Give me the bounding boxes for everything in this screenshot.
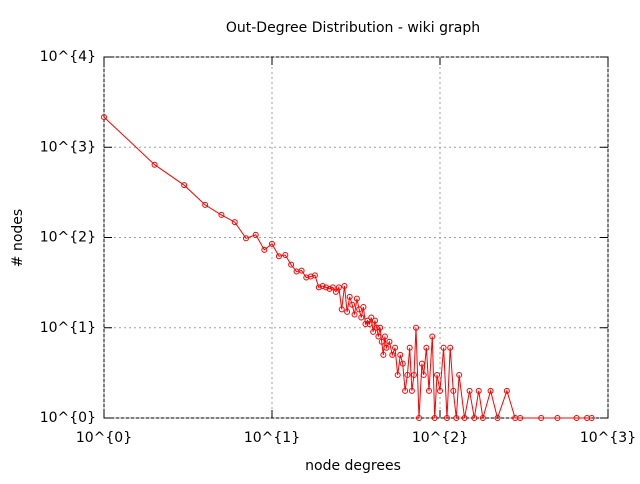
y-tick-label: 10^{3}: [40, 139, 96, 155]
x-tick-label: 10^{2}: [412, 430, 468, 446]
data-point: [307, 273, 314, 280]
data-point: [371, 317, 378, 324]
data-point: [440, 344, 447, 351]
data-point: [373, 324, 380, 331]
data-point: [408, 387, 415, 394]
data-point: [353, 295, 360, 302]
data-point: [202, 201, 209, 208]
data-point: [402, 387, 409, 394]
data-point: [282, 251, 289, 258]
data-point: [573, 415, 580, 421]
data-point: [588, 415, 595, 421]
y-axis-label: # nodes: [10, 209, 26, 267]
data-point: [319, 283, 326, 290]
data-point: [386, 338, 393, 345]
data-point: [437, 387, 443, 394]
y-tick-label: 10^{0}: [40, 410, 96, 426]
data-point: [329, 284, 336, 291]
data-point: [406, 344, 413, 351]
data-point: [429, 333, 436, 340]
data-point: [538, 415, 545, 421]
x-tick-label: 10^{0}: [76, 430, 132, 446]
data-point: [420, 371, 427, 378]
data-point: [151, 161, 158, 168]
data-point: [377, 324, 384, 331]
data-point: [394, 371, 401, 378]
data-point: [475, 387, 482, 394]
data-point: [425, 387, 432, 394]
data-point: [461, 415, 468, 421]
data-point: [380, 351, 387, 358]
data-point: [344, 308, 351, 315]
data-point: [269, 240, 275, 247]
data-point: [375, 333, 382, 340]
data-point: [218, 211, 225, 218]
data-point: [399, 360, 406, 367]
data-point: [479, 415, 486, 421]
data-point: [231, 219, 238, 226]
y-tick-label: 10^{1}: [40, 320, 96, 336]
data-point: [298, 267, 305, 274]
data-point: [413, 324, 420, 331]
data-point: [453, 415, 460, 421]
data-point: [311, 272, 318, 279]
data-point: [416, 415, 423, 421]
data-point: [431, 415, 438, 421]
y-tick-label: 10^{2}: [40, 230, 96, 246]
data-point: [410, 371, 417, 378]
data-point: [370, 328, 377, 335]
data-point: [418, 360, 425, 367]
data-point: [466, 387, 473, 394]
data-point: [358, 314, 365, 321]
data-point: [392, 344, 399, 351]
data-line: [103, 116, 592, 420]
data-point: [181, 182, 188, 189]
data-point: [443, 415, 450, 421]
data-point: [383, 344, 390, 351]
data-point: [494, 415, 501, 421]
data-point: [366, 321, 373, 328]
chart-title: Out-Degree Distribution - wiki graph: [226, 20, 480, 36]
data-point: [326, 285, 333, 292]
data-point: [341, 283, 348, 290]
data-point: [360, 303, 367, 310]
data-point: [423, 344, 430, 351]
data-point: [378, 338, 385, 345]
data-point: [332, 288, 339, 295]
data-point: [447, 344, 454, 351]
data-point: [252, 231, 259, 238]
data-point: [503, 387, 510, 394]
data-point: [288, 261, 295, 268]
data-point: [381, 333, 388, 340]
data-point: [456, 371, 463, 378]
y-tick-label: 10^{4}: [40, 49, 96, 65]
x-axis-label: node degrees: [305, 458, 401, 474]
data-point: [338, 306, 345, 313]
data-point: [471, 415, 478, 421]
x-tick-label: 10^{1}: [244, 430, 300, 446]
x-tick-label: 10^{3}: [580, 430, 636, 446]
data-point: [349, 301, 356, 308]
data-point: [315, 284, 322, 291]
data-point: [242, 235, 249, 242]
data-point: [517, 415, 524, 421]
data-point: [323, 284, 330, 291]
data-point: [346, 293, 353, 300]
data-point: [275, 253, 282, 260]
data-point: [351, 311, 358, 318]
data-point: [434, 371, 441, 378]
data-point: [450, 387, 457, 394]
data-point: [554, 415, 561, 421]
data-point: [487, 387, 494, 394]
data-point: [368, 314, 375, 321]
data-point: [389, 351, 396, 358]
data-point: [404, 371, 411, 378]
data-point: [335, 284, 342, 291]
data-point: [101, 114, 107, 121]
data-point: [261, 246, 268, 253]
data-point: [397, 351, 404, 358]
